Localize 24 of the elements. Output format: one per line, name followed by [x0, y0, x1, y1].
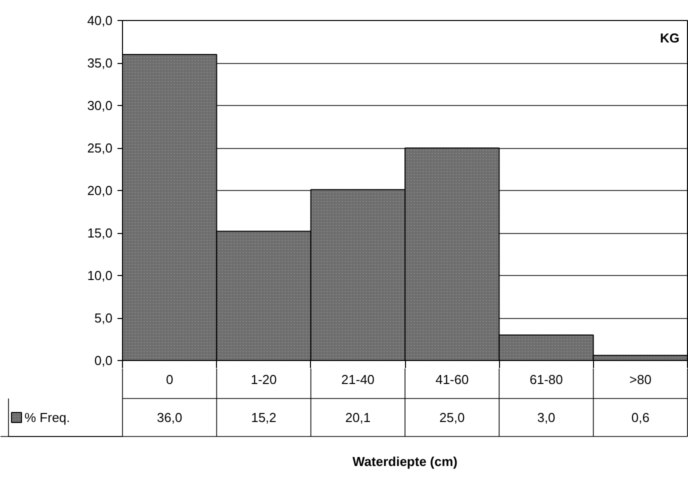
y-tick-label: 30,0	[87, 98, 113, 113]
y-tick-label: 10,0	[87, 268, 113, 283]
y-tick-label: 15,0	[87, 226, 113, 240]
legend-label: % Freq.	[24, 410, 70, 425]
data-label: 36,0	[156, 410, 182, 425]
y-tick-label: 25,0	[87, 140, 113, 156]
y-tick-label: 0,0	[94, 353, 113, 368]
text: Waterdiepte (cm)	[352, 454, 458, 469]
y-tick-label: 20,0	[87, 183, 113, 198]
data-label: 15,2	[251, 410, 276, 425]
data-label: 0,6	[631, 410, 650, 425]
x-tick-label: 21-40	[341, 372, 375, 387]
data-label: 3,0	[537, 410, 556, 425]
y-tick-label: 5,0	[94, 310, 113, 326]
x-tick-label: 41-60	[435, 372, 469, 387]
x-tick-label: >80	[629, 372, 652, 387]
data-label: 25,0	[439, 410, 465, 425]
y-tick-label: 35,0	[87, 56, 113, 70]
annotation: KG	[660, 30, 680, 46]
data-label: 20,1	[345, 410, 371, 425]
x-tick-label: 0	[166, 372, 174, 387]
x-tick-label: 61-80	[530, 372, 563, 387]
x-tick-label: 1-20	[250, 372, 277, 387]
y-tick-label: 40,0	[87, 13, 113, 28]
